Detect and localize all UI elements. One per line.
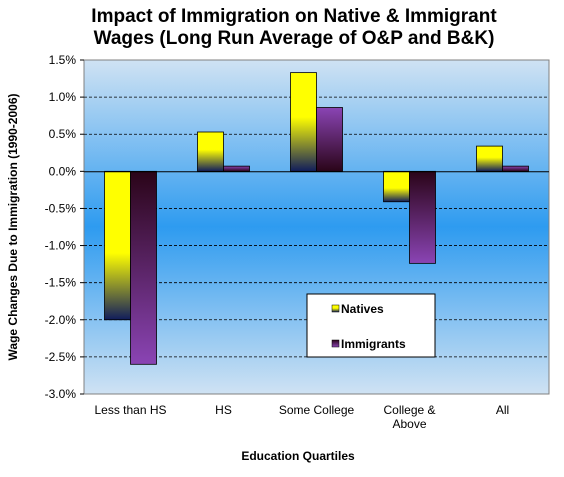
- y-tick-label: -1.0%: [45, 239, 77, 253]
- legend: Natives Immigrants: [306, 293, 436, 358]
- x-tick-label: College & Above: [383, 403, 435, 431]
- x-tick-label: All: [496, 403, 509, 417]
- x-tick-label: HS: [215, 403, 232, 417]
- bar-immigrants: [409, 170, 436, 264]
- y-tick-label: 1.5%: [49, 53, 77, 67]
- bars: [104, 72, 529, 365]
- y-tick-labels: 1.5% 1.0% 0.5% 0.0% -0.5% -1.0% -1.5% -2.0% -2.5…: [45, 53, 84, 401]
- y-tick-label: 1.0%: [49, 90, 77, 104]
- legend-swatch-natives: [331, 304, 340, 313]
- y-tick-label: 0.5%: [49, 127, 77, 141]
- y-tick-label: -2.5%: [45, 350, 77, 364]
- bar-natives: [104, 170, 131, 321]
- bar-immigrants: [223, 165, 250, 172]
- bar-natives: [476, 145, 503, 172]
- y-tick-label: -0.5%: [45, 201, 77, 215]
- y-tick-label: -1.5%: [45, 276, 77, 290]
- y-tick-label: 0.0%: [49, 164, 77, 178]
- x-axis-title: Education Quartiles: [241, 449, 355, 463]
- bar-natives: [197, 131, 224, 172]
- bar-natives: [383, 170, 410, 203]
- bar-immigrants: [130, 170, 157, 365]
- legend-label-immigrants: Immigrants: [341, 337, 406, 351]
- y-tick-label: -2.0%: [45, 313, 77, 327]
- bar-immigrants: [316, 107, 343, 172]
- bar-natives: [290, 72, 317, 172]
- x-tick-label: Less than HS: [94, 403, 166, 417]
- bar-immigrants: [502, 165, 529, 172]
- chart-title-line-1: Impact of Immigration on Native & Immigr…: [91, 6, 497, 27]
- x-tick-label: Some College: [279, 403, 355, 417]
- legend-swatch-immigrants: [331, 339, 340, 348]
- y-tick-label: -3.0%: [45, 387, 77, 401]
- y-axis-title: Wage Changes Due to Immigration (1990-20…: [6, 94, 20, 361]
- chart-title-line-2: Wages (Long Run Average of O&P and B&K): [94, 28, 495, 49]
- x-tick-labels: Less than HS HS Some College College & Above…: [94, 403, 509, 431]
- legend-label-natives: Natives: [341, 302, 384, 316]
- legend-box: [306, 293, 436, 358]
